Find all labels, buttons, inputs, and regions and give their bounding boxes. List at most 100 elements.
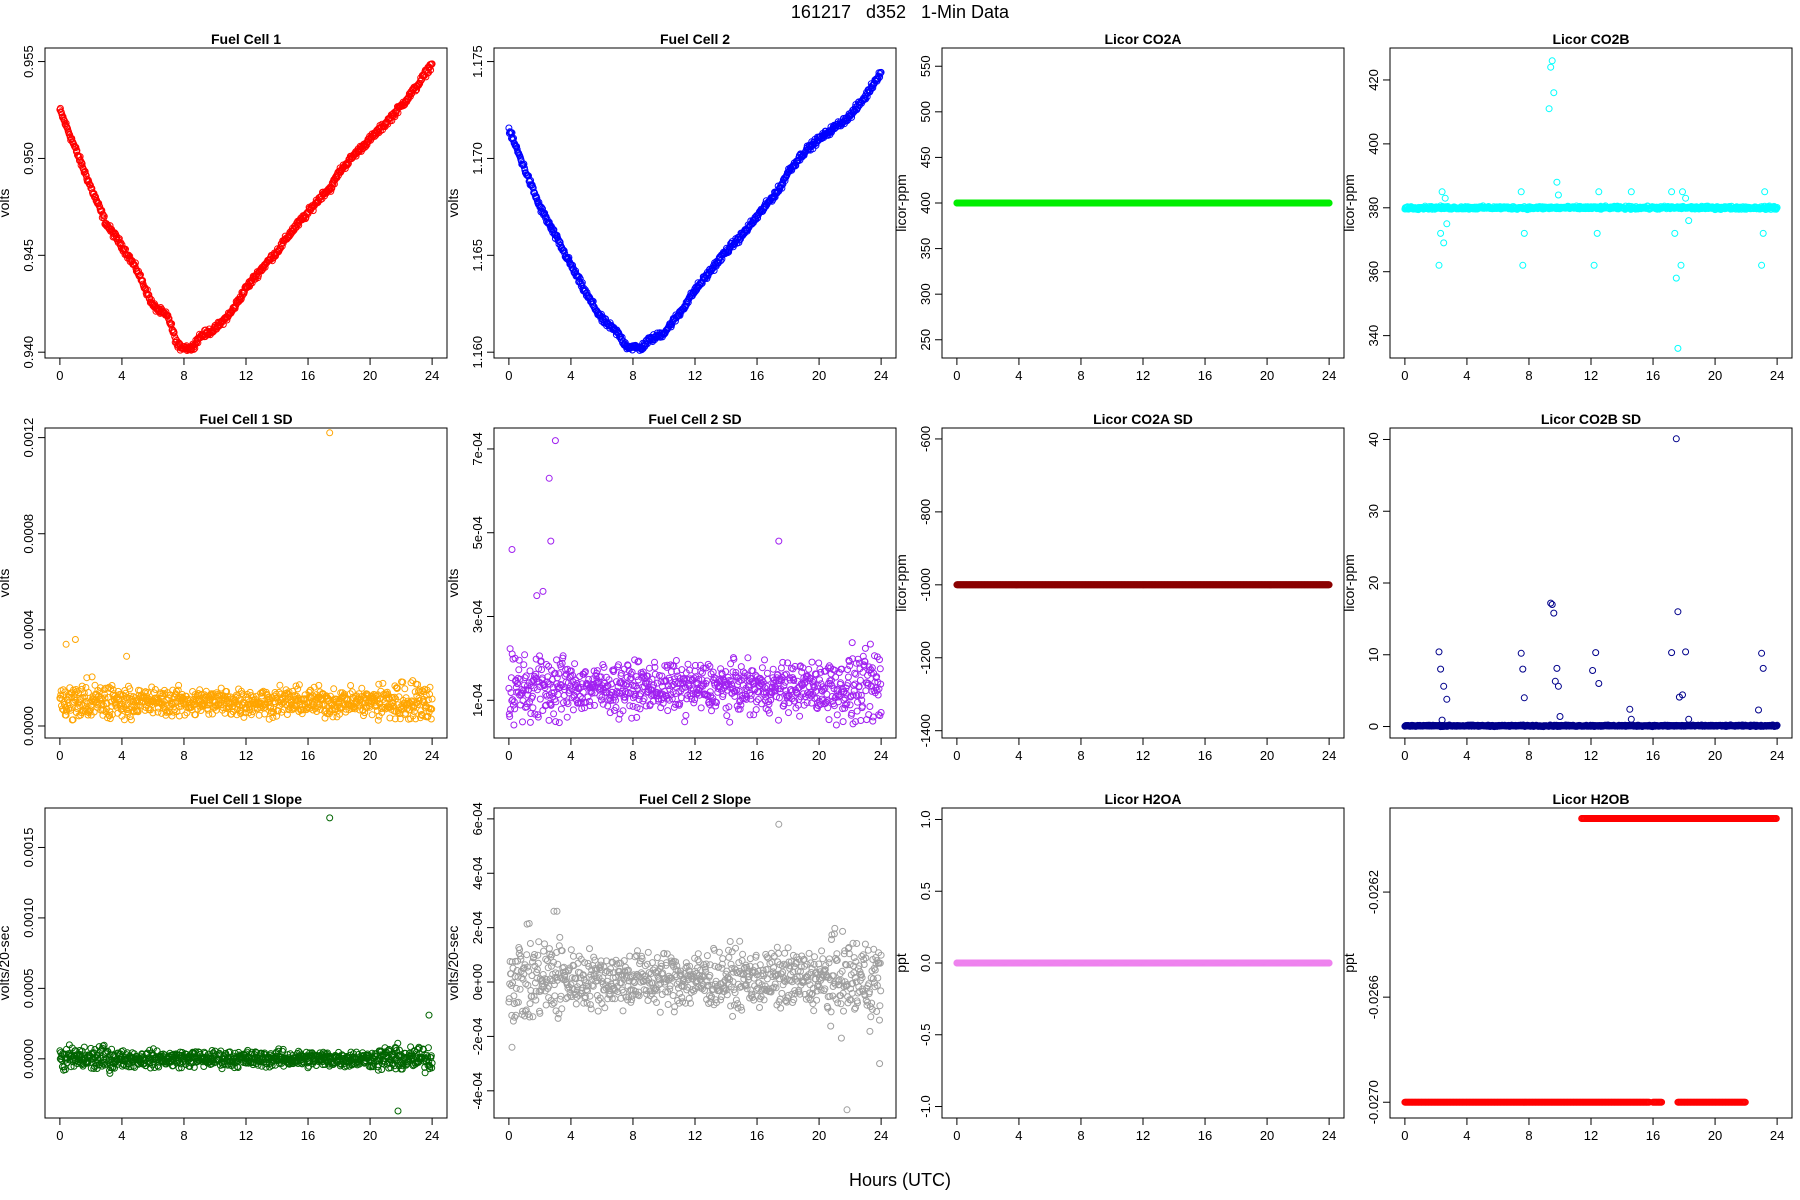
y-tick-label: 1.170 <box>470 142 485 175</box>
y-tick-label: 350 <box>918 238 933 260</box>
y-tick-label: 0.955 <box>21 45 36 78</box>
data-point <box>563 713 571 721</box>
y-axis-label: volts <box>445 569 461 598</box>
series-points <box>505 437 885 729</box>
x-tick-label: 0 <box>56 748 63 763</box>
data-point <box>769 665 777 673</box>
data-point <box>569 706 577 714</box>
y-tick-label: 450 <box>918 147 933 169</box>
data-point <box>1443 220 1451 228</box>
series-points <box>56 429 436 724</box>
data-point <box>1671 229 1679 237</box>
data-point <box>428 695 436 703</box>
x-tick-label: 0 <box>953 368 960 383</box>
data-point <box>520 661 528 669</box>
data-point <box>96 203 104 211</box>
data-point <box>825 716 833 724</box>
y-tick-label: -600 <box>918 426 933 452</box>
data-point <box>1761 188 1769 196</box>
data-point <box>401 685 409 693</box>
x-tick-label: 12 <box>688 368 702 383</box>
data-point <box>591 701 598 709</box>
data-point <box>1441 194 1449 202</box>
data-point <box>1438 188 1446 196</box>
data-point <box>547 537 555 545</box>
y-tick-label: 300 <box>918 283 933 305</box>
y-tick-label: 500 <box>918 101 933 123</box>
data-point <box>56 104 64 112</box>
data-point <box>91 192 99 200</box>
data-point <box>758 664 766 672</box>
data-point <box>1758 261 1766 269</box>
data-point <box>684 660 692 668</box>
y-tick-label: 0.945 <box>21 239 36 272</box>
x-tick-label: 24 <box>425 368 439 383</box>
data-point <box>775 716 782 724</box>
data-point <box>115 235 123 243</box>
data-point <box>347 682 355 689</box>
data-point <box>844 673 852 681</box>
x-tick-label: 20 <box>812 748 826 763</box>
data-point <box>86 181 94 189</box>
x-tick-label: 4 <box>567 368 574 383</box>
data-point <box>209 710 216 718</box>
y-axis-label: licor-ppm <box>893 554 909 612</box>
data-point <box>62 640 70 648</box>
data-point <box>72 143 80 151</box>
data-point <box>379 679 387 687</box>
data-point <box>1520 229 1528 237</box>
y-tick-label: 340 <box>1366 325 1381 347</box>
panel-title: Fuel Cell 2 SD <box>648 411 741 427</box>
x-tick-label: 12 <box>1584 368 1598 383</box>
x-tick-label: 20 <box>812 368 826 383</box>
data-point <box>545 474 553 482</box>
data-point <box>1437 229 1445 237</box>
data-point <box>526 718 534 726</box>
data-point <box>571 660 579 668</box>
y-tick-label: -1400 <box>918 714 933 747</box>
data-point <box>143 286 151 294</box>
data-point <box>672 657 680 664</box>
y-tick-label: 550 <box>918 55 933 77</box>
x-tick-label: 20 <box>1260 748 1274 763</box>
data-point <box>1553 178 1561 186</box>
panel-title: Licor CO2A <box>1104 31 1181 47</box>
data-point <box>839 718 847 726</box>
plot-frame <box>493 47 897 359</box>
y-tick-label: 0.940 <box>21 336 36 369</box>
x-tick-label: 4 <box>118 368 125 383</box>
data-point <box>223 316 231 324</box>
x-tick-label: 20 <box>1708 368 1722 383</box>
data-point <box>651 670 659 678</box>
y-tick-label: 360 <box>1366 261 1381 283</box>
x-tick-label: 16 <box>750 748 764 763</box>
y-axis-label: volts <box>0 569 12 598</box>
y-axis-label: licor-ppm <box>1341 174 1357 232</box>
data-point <box>1674 344 1682 352</box>
x-tick-label: 16 <box>750 368 764 383</box>
y-tick-label: 0.0012 <box>21 418 36 458</box>
y-tick-label: 0.950 <box>21 142 36 175</box>
y-tick-label: 400 <box>918 192 933 214</box>
x-tick-label: 16 <box>301 368 315 383</box>
series-points <box>505 68 885 354</box>
y-tick-label: -800 <box>918 499 933 525</box>
x-tick-label: 16 <box>1198 368 1212 383</box>
panel-title: Fuel Cell 2 <box>660 31 730 47</box>
data-point <box>1440 239 1448 247</box>
x-tick-label: 0 <box>1401 368 1408 383</box>
data-point <box>1435 261 1443 269</box>
data-point <box>744 654 752 662</box>
y-tick-label: 400 <box>1366 133 1381 155</box>
data-point <box>510 721 518 729</box>
data-point <box>164 311 172 319</box>
data-point <box>326 429 334 437</box>
data-point <box>1595 188 1603 196</box>
x-tick-label: 12 <box>688 748 702 763</box>
